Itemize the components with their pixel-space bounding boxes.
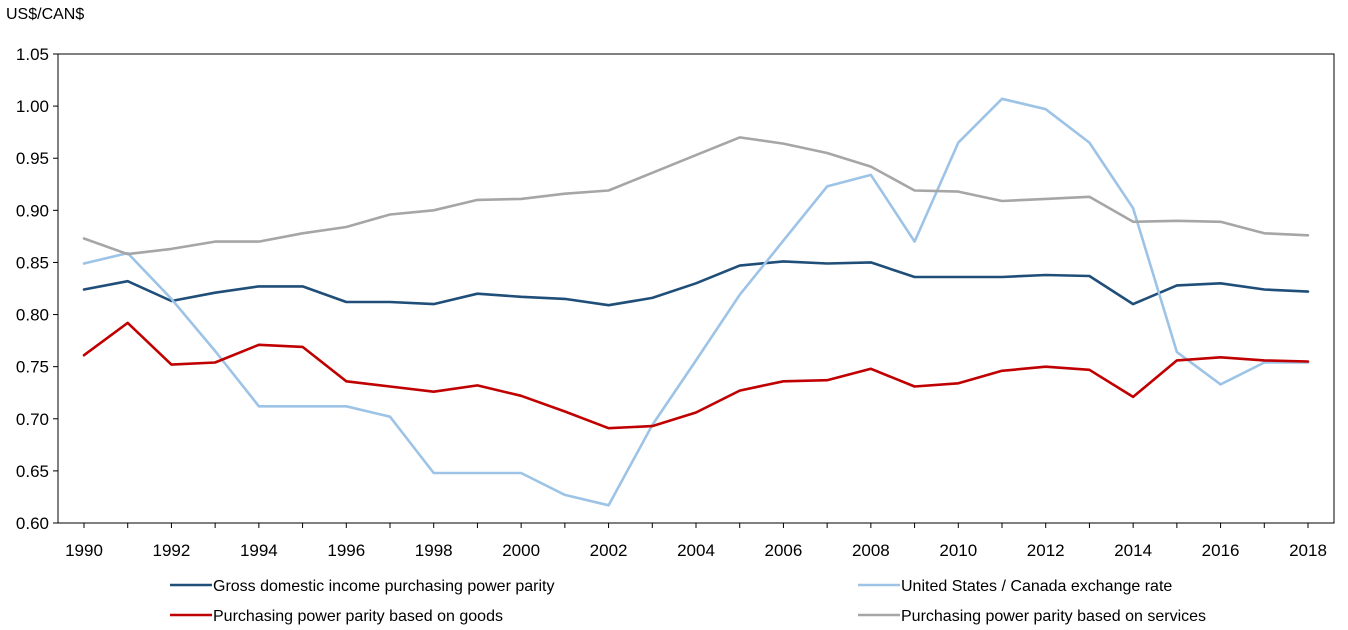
- y-axis-unit-label: US$/CAN$: [6, 6, 84, 23]
- x-tick-label: 2014: [1114, 541, 1152, 560]
- x-tick-label: 2018: [1289, 541, 1327, 560]
- x-tick-label: 1996: [327, 541, 365, 560]
- y-tick-label: 1.00: [16, 97, 49, 116]
- y-tick-label: 0.95: [16, 149, 49, 168]
- x-tick-label: 2010: [939, 541, 977, 560]
- x-tick-label: 1994: [240, 541, 278, 560]
- series-line-purchasing-power-parity-based-on-goods: [82, 321, 1310, 430]
- x-tick-label: 2000: [502, 541, 540, 560]
- x-tick-label: 1998: [415, 541, 453, 560]
- series-line-gross-domestic-income-purchasing-power-parity: [82, 260, 1310, 307]
- y-tick-label: 0.75: [16, 358, 49, 377]
- x-tick-label: 2002: [590, 541, 628, 560]
- x-axis: 1990 1992 1994 1996 1998 2000 2002 2004 2006 2008…: [65, 523, 1327, 560]
- y-tick-label: 0.85: [16, 253, 49, 272]
- series-lines: [82, 97, 1310, 507]
- x-tick-label: 2004: [677, 541, 715, 560]
- series-line-united-states-canada-exchange-rate: [82, 97, 1310, 507]
- x-tick-label: 1992: [153, 541, 191, 560]
- y-tick-label: 0.80: [16, 306, 49, 325]
- legend-label: Gross domestic income purchasing power p…: [213, 578, 554, 595]
- legend: Gross domestic income purchasing power p…: [170, 578, 1206, 625]
- y-tick-label: 0.65: [16, 462, 49, 481]
- legend-label: United States / Canada exchange rate: [901, 578, 1172, 595]
- series-line-purchasing-power-parity-based-on-services: [82, 136, 1310, 256]
- x-tick-label: 2006: [765, 541, 803, 560]
- x-tick-label: 1990: [65, 541, 103, 560]
- legend-label: Purchasing power parity based on service…: [901, 608, 1206, 625]
- y-tick-label: 0.60: [16, 514, 49, 533]
- x-tick-label: 2008: [852, 541, 890, 560]
- y-tick-label: 0.90: [16, 201, 49, 220]
- x-tick-label: 2016: [1202, 541, 1240, 560]
- x-tick-label: 2012: [1027, 541, 1065, 560]
- legend-label: Purchasing power parity based on goods: [213, 608, 503, 625]
- y-axis: 1.05 1.00 0.95 0.90 0.85 0.80 0.75 0.70 0.65 0.60: [16, 45, 58, 533]
- y-tick-label: 0.70: [16, 410, 49, 429]
- y-tick-label: 1.05: [16, 45, 49, 64]
